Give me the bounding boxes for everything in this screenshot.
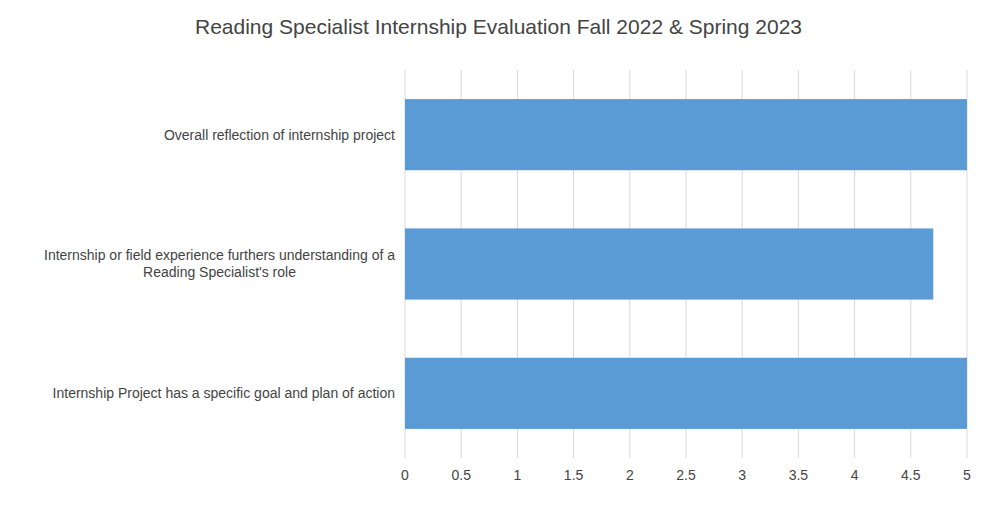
grid: [405, 70, 967, 458]
x-tick-label: 1.5: [564, 467, 584, 483]
category-label-line: Internship Project has a specific goal a…: [53, 385, 395, 401]
x-tick-label: 4.5: [901, 467, 921, 483]
category-label: Internship or field experience furthers …: [44, 247, 395, 280]
x-axis: 0 0.5 1 1.5 2 2.5 3 3.5 4 4.5 5: [401, 467, 971, 483]
category-label-line: Overall reflection of internship project: [164, 127, 395, 143]
bar: [405, 228, 933, 299]
x-tick-label: 4: [851, 467, 859, 483]
x-tick-label: 2.5: [676, 467, 696, 483]
x-tick-label: 1: [514, 467, 522, 483]
x-tick-label: 2: [626, 467, 634, 483]
category-label: Internship Project has a specific goal a…: [53, 385, 395, 401]
category-label: Overall reflection of internship project: [164, 127, 395, 143]
bars: [405, 99, 967, 429]
x-tick-label: 5: [963, 467, 971, 483]
chart-title: Reading Specialist Internship Evaluation…: [195, 15, 802, 38]
x-tick-label: 0.5: [451, 467, 471, 483]
x-tick-label: 3: [738, 467, 746, 483]
bar: [405, 99, 967, 170]
y-axis: Internship Project has a specific goal a…: [44, 127, 395, 402]
x-tick-label: 3.5: [789, 467, 809, 483]
category-label-line: Internship or field experience furthers …: [44, 247, 395, 263]
category-label-line: Reading Specialist's role: [143, 264, 296, 280]
chart-container: Reading Specialist Internship Evaluation…: [0, 0, 997, 508]
x-tick-label: 0: [401, 467, 409, 483]
chart-svg: Reading Specialist Internship Evaluation…: [0, 0, 997, 508]
bar: [405, 358, 967, 429]
